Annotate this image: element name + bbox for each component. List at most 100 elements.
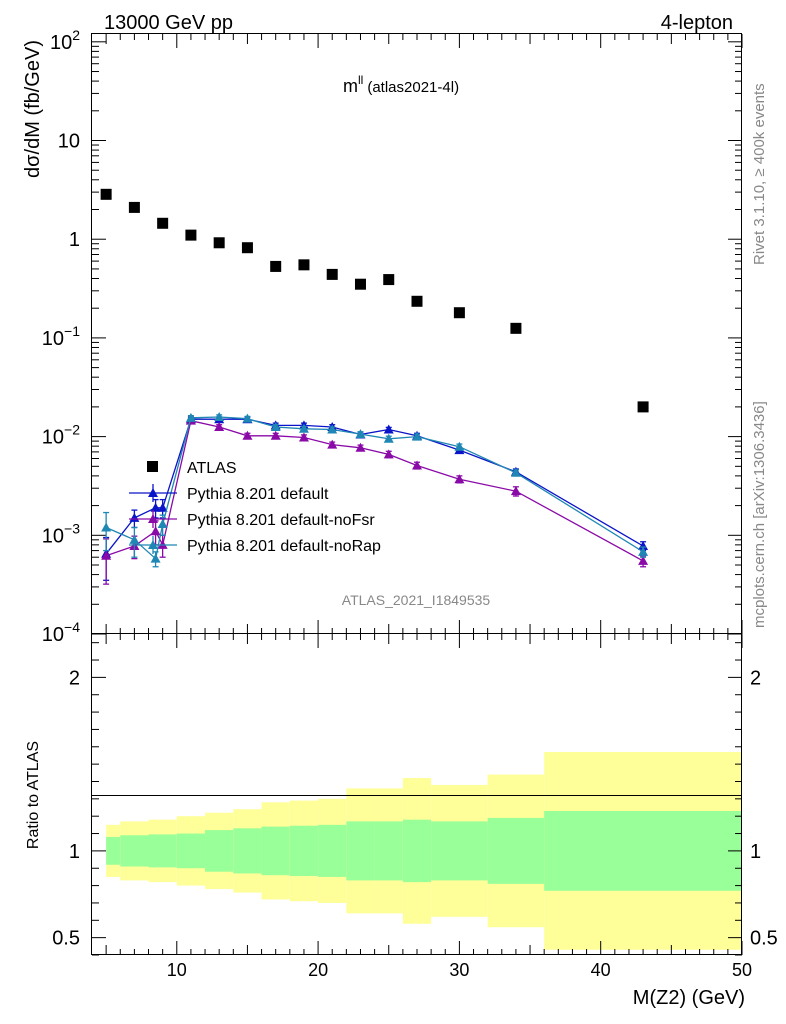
- ratio-ytick-label-right: 1: [750, 841, 761, 863]
- data-point: [638, 555, 649, 565]
- data-point: [412, 431, 422, 441]
- data-point: [242, 430, 253, 440]
- main-ytick-label-exp: −1: [64, 323, 80, 339]
- ratio-ytick-label-left: 1: [69, 841, 80, 863]
- data-point: [355, 429, 366, 439]
- legend-label: ATLAS: [187, 460, 237, 477]
- ratio-band-inner: [402, 819, 432, 883]
- legend-label: Pythia 8.201 default-noRap: [187, 538, 381, 555]
- data-point: [214, 422, 225, 432]
- data-point: [101, 550, 112, 560]
- legend-label: Pythia 8.201 default-noFsr: [187, 512, 375, 529]
- data-point: [383, 424, 394, 434]
- series-line: [105, 419, 644, 562]
- legend: ATLAS Pythia 8.201 default Pythia 8.201 de…: [129, 460, 381, 555]
- main-ytick-label-base: 10: [58, 131, 80, 153]
- data-point: [383, 274, 395, 286]
- main-series: [100, 188, 649, 585]
- data-point: [383, 449, 394, 459]
- data-point: [129, 512, 140, 522]
- main-ytick-label-base: 10: [42, 328, 64, 350]
- data-point: [298, 432, 309, 442]
- ratio-band-inner: [289, 825, 319, 877]
- data-point: [270, 430, 281, 440]
- legend-entry-noRap: Pythia 8.201 default-noRap: [129, 536, 381, 555]
- ratio-band-inner: [318, 824, 347, 877]
- main-ytick-label-base: 10: [42, 427, 64, 449]
- data-point: [454, 474, 465, 484]
- data-point: [214, 411, 225, 421]
- ratio-ytick-label-left: 0.5: [52, 928, 80, 950]
- ratio-band-inner: [261, 826, 290, 876]
- ratio-band-inner: [374, 821, 403, 881]
- main-ytick-label: 10−4: [42, 619, 80, 646]
- data-point: [150, 502, 161, 512]
- series-default: [101, 414, 649, 581]
- legend-entry-default: Pythia 8.201 default: [129, 484, 329, 503]
- data-point: [242, 413, 253, 423]
- series-data: [100, 188, 649, 413]
- ratio-band-inner: [346, 821, 375, 881]
- ratio-band-inner: [205, 830, 234, 872]
- main-ytick-label: 102: [50, 27, 80, 54]
- data-point: [100, 188, 112, 200]
- x-tick-label: 50: [732, 960, 752, 980]
- main-ytick-label-base: 1: [69, 229, 80, 251]
- legend-entry-data: ATLAS: [147, 460, 237, 477]
- data-point: [510, 322, 522, 334]
- data-point: [157, 217, 169, 229]
- data-point: [510, 486, 521, 496]
- legend-marker: [148, 514, 158, 523]
- main-ytick-label: 10−2: [42, 422, 80, 449]
- data-point: [637, 401, 649, 413]
- data-point: [298, 259, 310, 271]
- data-point: [327, 424, 338, 434]
- ratio-ytick-label-right: 0.5: [750, 928, 778, 950]
- ratio-bands: [106, 751, 742, 950]
- main-ytick-label-base: 10: [50, 32, 72, 54]
- main-ytick-label-exp: 2: [72, 27, 80, 43]
- main-ylabel: dσ/dM (fb/GeV): [22, 40, 44, 178]
- main-ytick-label: 10−1: [42, 323, 80, 350]
- x-tick-labels: 10 20 30 40 50: [167, 960, 752, 980]
- plot-title-sub: (atlas2021-4l): [367, 79, 459, 96]
- x-tick-label: 10: [167, 960, 187, 980]
- legend-marker: [148, 540, 158, 549]
- data-point: [101, 522, 112, 532]
- main-ytick-label: 10: [58, 131, 80, 153]
- data-point: [150, 553, 161, 563]
- data-point: [213, 237, 225, 249]
- data-point: [270, 422, 281, 432]
- main-ytick-label-exp: −2: [64, 422, 80, 438]
- main-plot: mll (atlas2021-4l) ATLAS_2021_I1849535 dσ…: [22, 27, 743, 646]
- x-tick-label: 20: [308, 960, 328, 980]
- ratio-ytick-label-left: 2: [69, 667, 80, 689]
- data-point: [638, 546, 649, 556]
- x-tick-label: 40: [591, 960, 611, 980]
- main-ytick-label-base: 10: [42, 525, 64, 547]
- data-point: [157, 502, 168, 512]
- rivet-label: Rivet 3.1.10, ≥ 400k events: [751, 83, 768, 265]
- series-noRap: [101, 411, 649, 568]
- data-point: [128, 201, 140, 213]
- data-point: [157, 519, 168, 529]
- data-point: [454, 441, 465, 451]
- main-ytick-label-exp: −4: [64, 619, 80, 635]
- ratio-band-inner: [487, 817, 545, 884]
- ratio-plot: 0.5 0.5 1 1 2 2 10 20 30 40 50 Ratio to ATLAS M(Z…: [25, 633, 778, 1009]
- ratio-plot-frame: [91, 633, 742, 955]
- legend-marker: [147, 461, 158, 472]
- ratio-ytick-label-right: 2: [750, 667, 761, 689]
- ratio-ylabel: Ratio to ATLAS: [25, 741, 42, 849]
- data-point: [129, 534, 140, 544]
- main-ytick-label-base: 10: [42, 624, 64, 646]
- data-point: [326, 268, 338, 280]
- plot-title-main: m: [343, 76, 358, 96]
- x-axis-label: M(Z2) (GeV): [633, 987, 745, 1009]
- ratio-band-inner: [106, 837, 121, 865]
- ratio-band-inner: [544, 810, 742, 891]
- main-ytick-label-exp: −3: [64, 520, 80, 536]
- legend-entry-noFsr: Pythia 8.201 default-noFsr: [129, 510, 375, 529]
